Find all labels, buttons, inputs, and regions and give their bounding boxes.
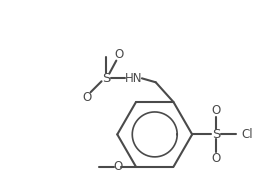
Text: S: S: [212, 128, 220, 141]
Text: HN: HN: [125, 72, 143, 85]
Text: O: O: [211, 152, 221, 165]
Text: O: O: [82, 91, 91, 104]
Text: O: O: [115, 48, 124, 61]
Text: O: O: [114, 160, 123, 173]
Text: S: S: [102, 72, 111, 85]
Text: Cl: Cl: [241, 128, 253, 141]
Text: O: O: [211, 104, 221, 117]
